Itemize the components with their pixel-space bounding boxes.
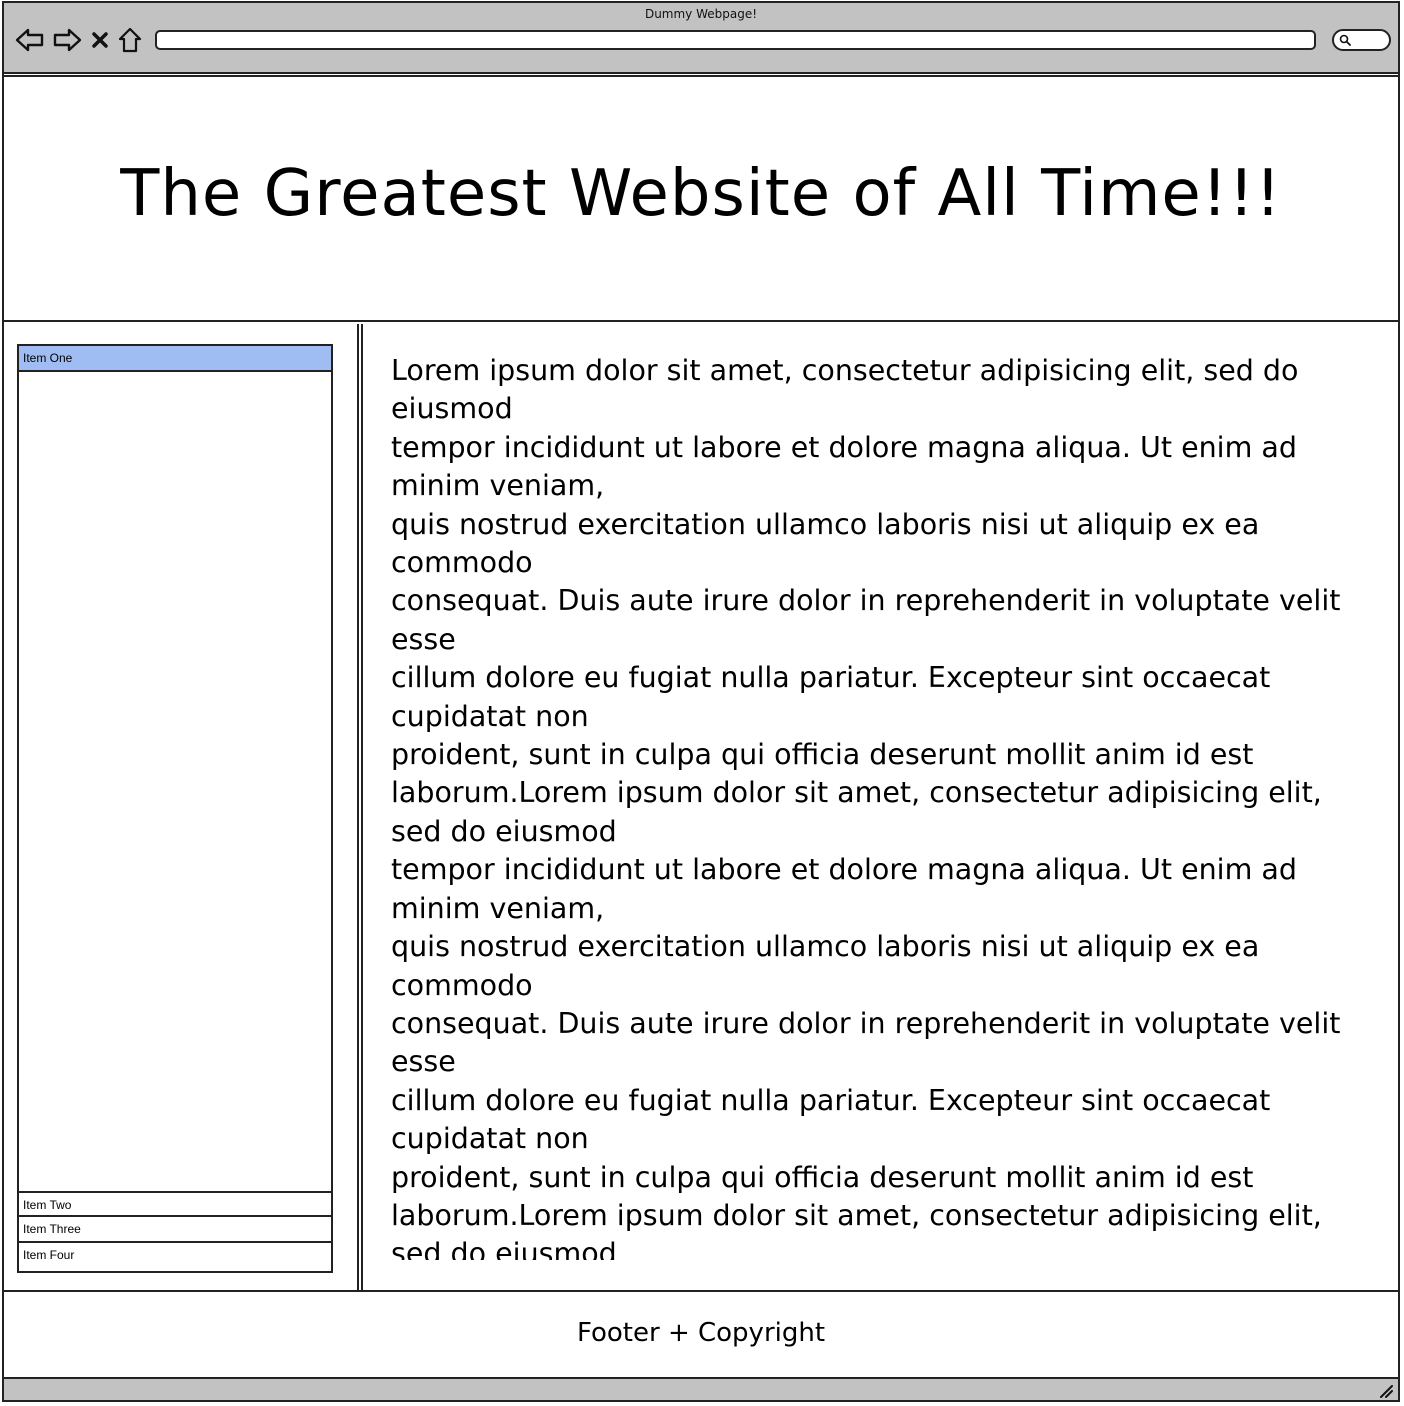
site-header: The Greatest Website of All Time!!!	[4, 78, 1398, 322]
resize-grip-icon[interactable]	[1378, 1383, 1394, 1399]
body-text: Lorem ipsum dolor sit amet, consectetur …	[391, 354, 1341, 1260]
close-icon	[92, 32, 108, 48]
forward-arrow-icon	[53, 28, 82, 52]
sidebar-item-one[interactable]: Item One	[19, 346, 331, 372]
toolbar-divider	[4, 75, 1398, 77]
address-bar[interactable]	[155, 30, 1316, 50]
sidebar-item-four[interactable]: Item Four	[23, 1248, 75, 1262]
window-title: Dummy Webpage!	[644, 7, 758, 21]
sidebar-item-three[interactable]: Item Three	[19, 1217, 331, 1243]
browser-toolbar: Dummy Webpage!	[4, 3, 1398, 74]
back-button[interactable]	[13, 23, 47, 57]
main-content: Lorem ipsum dolor sit amet, consectetur …	[361, 324, 1398, 1290]
site-footer: Footer + Copyright	[4, 1290, 1398, 1379]
stop-button[interactable]	[86, 23, 114, 57]
sidebar-accordion: Item One Item Two Item Three Item Four	[17, 344, 333, 1273]
sidebar: Item One Item Two Item Three Item Four	[4, 324, 359, 1290]
search-input[interactable]	[1332, 29, 1391, 51]
footer-text: Footer + Copyright	[576, 1317, 826, 1348]
home-icon	[118, 27, 142, 53]
forward-button[interactable]	[50, 23, 84, 57]
sidebar-item-two[interactable]: Item Two	[19, 1191, 331, 1217]
back-arrow-icon	[15, 28, 44, 52]
search-icon	[1339, 34, 1351, 46]
page-title: The Greatest Website of All Time!!!	[120, 157, 1282, 231]
home-button[interactable]	[115, 23, 145, 57]
status-bar	[4, 1379, 1398, 1400]
